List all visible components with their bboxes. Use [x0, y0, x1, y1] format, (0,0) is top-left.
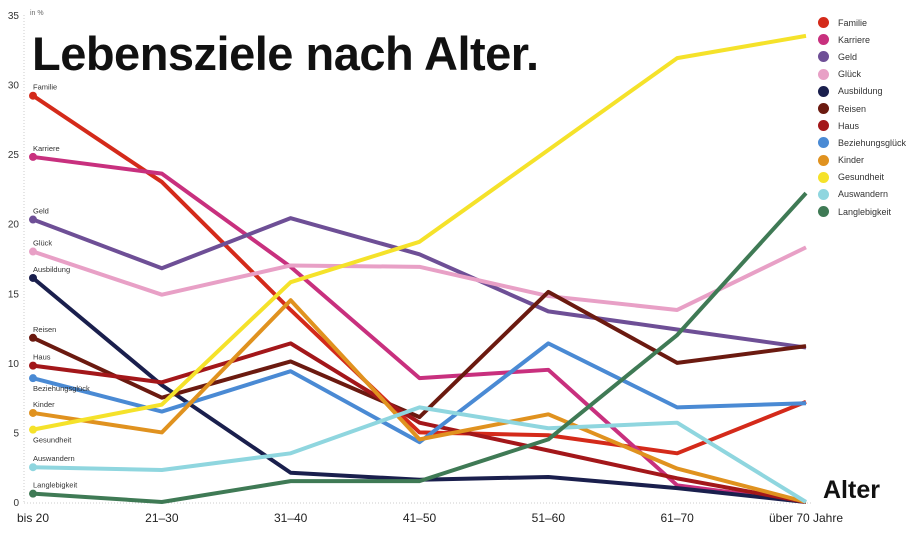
- legend-swatch: [818, 154, 829, 166]
- data-point: [29, 463, 37, 472]
- series-label: Familie: [33, 83, 57, 92]
- legend-swatch: [818, 51, 829, 63]
- legend-item: Haus: [818, 117, 906, 134]
- series-label: Glück: [33, 239, 52, 248]
- legend-swatch: [818, 206, 829, 218]
- legend-item: Gesundheit: [818, 169, 906, 186]
- y-tick-label: 25: [8, 150, 20, 161]
- legend-item: Familie: [818, 14, 906, 31]
- legend: Familie Karriere Geld Glück Ausbildung Reisen…: [818, 14, 906, 220]
- data-point: [29, 152, 37, 161]
- y-tick-label: 35: [8, 11, 20, 22]
- legend-item: Karriere: [818, 31, 906, 48]
- legend-item: Ausbildung: [818, 83, 906, 100]
- legend-swatch: [818, 188, 829, 200]
- y-tick-label: 5: [13, 428, 19, 439]
- x-axis-title: Alter: [823, 476, 880, 504]
- legend-label: Kinder: [838, 155, 865, 166]
- legend-item: Geld: [818, 48, 906, 65]
- x-tick-label: 61–70: [660, 511, 694, 525]
- x-tick-label: 21–30: [145, 511, 179, 525]
- series-line-familie: [31, 94, 807, 456]
- x-tick-label: 41–50: [403, 511, 437, 525]
- data-point: [29, 425, 37, 434]
- legend-label: Langlebigkeit: [838, 206, 892, 217]
- legend-item: Glück: [818, 66, 906, 83]
- legend-label: Karriere: [838, 34, 871, 45]
- series-label: Karriere: [33, 144, 60, 153]
- data-point: [29, 374, 37, 383]
- series-label: Beziehungsglück: [33, 384, 90, 393]
- data-point: [29, 333, 37, 342]
- legend-item: Auswandern: [818, 186, 906, 203]
- legend-swatch: [818, 17, 829, 29]
- legend-label: Reisen: [838, 103, 867, 114]
- legend-swatch: [818, 171, 829, 183]
- legend-label: Auswandern: [838, 189, 889, 200]
- legend-swatch: [818, 137, 829, 149]
- legend-label: Glück: [838, 69, 862, 80]
- series-line-glück: [32, 245, 807, 312]
- x-tick-label: 31–40: [274, 511, 308, 525]
- chart-title: Lebensziele nach Alter.: [32, 27, 539, 80]
- x-tick-label: 51–60: [532, 511, 566, 525]
- legend-label: Gesundheit: [838, 172, 885, 183]
- series-label: Kinder: [33, 400, 55, 409]
- legend-label: Haus: [838, 120, 860, 131]
- legend-swatch: [818, 34, 829, 46]
- data-point: [29, 489, 37, 498]
- y-tick-label: 30: [8, 81, 20, 92]
- series-line-gesundheit: [32, 33, 807, 432]
- y-axis-unit: in %: [30, 10, 44, 17]
- series-label: Reisen: [33, 325, 56, 334]
- legend-item: Langlebigkeit: [818, 203, 906, 220]
- legend-label: Familie: [838, 17, 868, 28]
- series-line-reisen: [32, 289, 807, 420]
- y-tick-label: 15: [8, 289, 20, 300]
- legend-item: Reisen: [818, 100, 906, 117]
- data-point: [29, 91, 37, 100]
- data-point: [29, 361, 37, 370]
- legend-swatch: [818, 85, 829, 97]
- data-point: [29, 273, 37, 282]
- y-tick-label: 10: [8, 359, 20, 370]
- y-tick-label: 0: [13, 498, 19, 509]
- series-label: Ausbildung: [33, 265, 70, 274]
- series-label: Gesundheit: [33, 436, 72, 445]
- legend-label: Geld: [838, 51, 858, 62]
- series-label: Langlebigkeit: [33, 481, 78, 490]
- series-label: Auswandern: [33, 454, 75, 463]
- legend-label: Beziehungsglück: [838, 137, 907, 148]
- y-tick-label: 20: [8, 220, 20, 231]
- series-line-geld: [32, 216, 807, 350]
- series-label: Haus: [33, 353, 51, 362]
- data-point: [29, 247, 37, 256]
- legend-label: Ausbildung: [838, 86, 883, 97]
- legend-item: Kinder: [818, 152, 906, 169]
- data-point: [29, 215, 37, 224]
- legend-swatch: [818, 120, 829, 132]
- legend-swatch: [818, 68, 829, 80]
- series-label: Geld: [33, 207, 49, 216]
- x-tick-label: bis 20: [17, 511, 49, 525]
- x-tick-label: über 70 Jahre: [769, 511, 843, 525]
- legend-item: Beziehungsglück: [818, 134, 906, 151]
- legend-swatch: [818, 103, 829, 115]
- data-point: [29, 408, 37, 417]
